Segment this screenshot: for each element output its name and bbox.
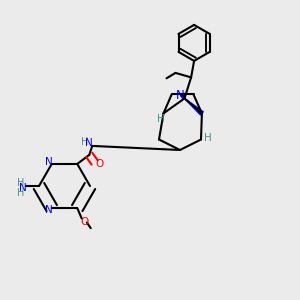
Text: N: N (19, 183, 26, 194)
Text: N: N (176, 89, 184, 103)
Text: N: N (45, 205, 52, 214)
Text: H: H (81, 137, 88, 147)
Text: N: N (85, 138, 93, 148)
Polygon shape (184, 98, 203, 115)
Text: O: O (81, 217, 89, 227)
Text: O: O (95, 159, 103, 169)
Text: H: H (17, 178, 25, 188)
Text: H: H (17, 188, 25, 198)
Text: H: H (204, 133, 212, 143)
Text: H: H (157, 114, 164, 124)
Polygon shape (180, 93, 185, 98)
Text: N: N (45, 158, 52, 167)
